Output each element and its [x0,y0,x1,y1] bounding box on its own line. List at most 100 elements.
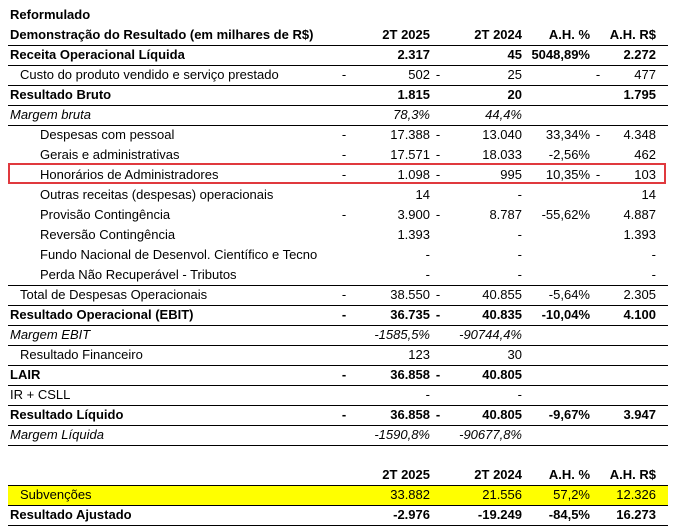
value-v4: - [651,247,656,262]
value-v2: - [517,387,522,402]
value-v3: -2,56% [548,147,590,162]
value-v2: 21.556 [482,487,522,502]
value-v4: 12.326 [616,487,656,502]
value-v3 [524,325,590,345]
header2-col-ah-pct: A.H. % [548,467,590,482]
value-v4: 4.348 [623,127,656,142]
sign-d4 [592,365,604,385]
value-v3 [524,265,590,285]
statement-row-15: Resultado Financeiro 123 30 [8,345,668,366]
sign-d2 [432,425,444,445]
value-v3: 33,34% [545,127,590,142]
sign-d4 [592,345,604,365]
value-v2: 18.033 [482,147,522,162]
value-v1: 3.900 [397,207,430,222]
row-label: Provisão Contingência [40,207,171,222]
statement-row-12: Total de Despesas Operacionais -38.550-40… [8,285,668,306]
sign-d2 [432,325,444,345]
value-v1: -1590,8% [374,427,430,442]
sign-d4 [592,485,604,505]
header2-col-ah-brl: A.H. R$ [609,467,656,482]
row-label: Resultado Ajustado [10,507,132,522]
value-v2: -19.249 [477,507,522,522]
sign-d4: - [595,167,601,182]
value-v3 [524,225,590,245]
sign-d1 [338,325,350,345]
sign-d1 [338,385,350,405]
adjusted-row-1: Resultado Ajustado -2.976 -19.249 -84,5% 16.… [8,505,668,526]
statement-row-1: Custo do produto vendido e serviço prest… [8,65,668,86]
value-v2: 30 [507,347,522,362]
row-label: Resultado Financeiro [20,347,143,362]
value-v3: -55,62% [541,207,590,222]
statement-row-9: Reversão Contingência 1.393 - 1.393 [8,225,668,245]
sign-d1 [338,425,350,445]
sign-d1 [338,45,350,65]
value-v4 [604,365,656,385]
sign-d4 [592,225,604,245]
sign-d4: - [595,67,601,82]
value-v2: 995 [500,167,522,182]
row-label: Resultado Líquido [10,407,124,422]
sign-d1: - [341,67,347,82]
sign-d4: - [595,127,601,142]
value-v3: -5,64% [548,287,590,302]
sign-d2: - [435,407,441,422]
sign-d4 [592,405,604,425]
adjusted-row-0: Subvenções 33.882 21.556 57,2% 12.326 [8,485,668,506]
statement-row-11: Perda Não Recuperável - Tributos - - - [8,265,668,286]
row-label: Despesas com pessoal [40,127,175,142]
value-v4: 14 [641,187,656,202]
sign-d2 [432,105,444,125]
value-v4 [604,425,656,445]
row-label: Receita Operacional Líquida [10,47,185,62]
value-v4: 477 [634,67,656,82]
value-v4: 1.393 [623,227,656,242]
sheet-title: Reformulado [10,7,91,22]
sign-d2 [432,505,444,525]
row-label: Reversão Contingência [40,227,176,242]
value-v4 [604,385,656,405]
sign-d2 [432,85,444,105]
value-v1: - [425,267,430,282]
sign-d1 [338,265,350,285]
sign-d1: - [341,127,347,142]
value-v4 [604,325,656,345]
value-v1: - [425,247,430,262]
value-v4 [604,345,656,365]
value-v4: 103 [634,167,656,182]
sign-d4 [592,305,604,325]
sign-d2: - [435,287,441,302]
value-v1: 38.550 [390,287,430,302]
value-v1: - [425,387,430,402]
row-label: Margem Líquida [10,427,104,442]
statement-row-16: LAIR -36.858-40.805 [8,365,668,386]
value-v4: 2.272 [623,47,656,62]
header-col-2t2025: 2T 2025 [382,27,430,42]
value-v1: 78,3% [393,107,430,122]
sign-d2: - [435,167,441,182]
row-label: LAIR [10,367,41,382]
sign-d2 [432,265,444,285]
row-label: Margem bruta [10,107,91,122]
header-col-ah-pct: A.H. % [548,27,590,42]
sign-d2: - [435,147,441,162]
row-label: Total de Despesas Operacionais [20,287,208,302]
sign-d1: - [341,287,347,302]
value-v4 [604,105,656,125]
sign-d4 [592,265,604,285]
value-v3 [524,105,590,125]
sign-d1 [338,245,350,265]
statement-row-13: Resultado Operacional (EBIT) -36.735-40.8… [8,305,668,326]
sign-d2: - [435,207,441,222]
value-v2: 25 [507,67,522,82]
row-label: Resultado Operacional (EBIT) [10,307,194,322]
value-v4: 3.947 [623,407,656,422]
statement-row-3: Margem bruta 78,3% 44,4% [8,105,668,126]
value-v3 [524,245,590,265]
value-v2: - [517,187,522,202]
value-v2: - [517,227,522,242]
value-v2: -90677,8% [459,427,522,442]
value-v1: 1.393 [397,227,430,242]
value-v1: -2.976 [393,507,430,522]
